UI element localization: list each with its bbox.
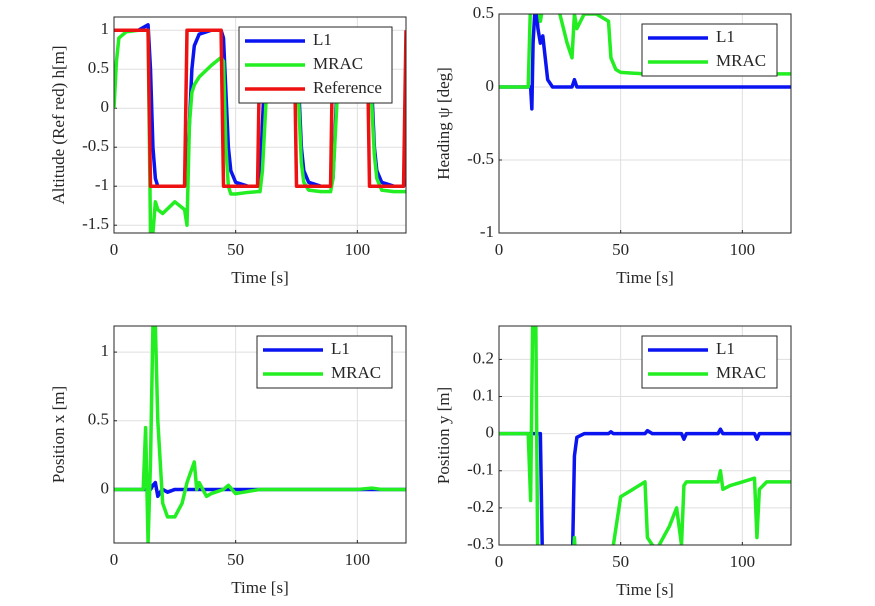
legend-label: MRAC (716, 51, 766, 70)
legend-box (641, 23, 778, 77)
y-axis-label: Position x [m] (49, 386, 68, 483)
series-line (114, 326, 406, 543)
y-tick-label: -0.5 (467, 149, 494, 168)
y-tick-label: 0.5 (88, 58, 109, 77)
y-tick-label: -1.5 (82, 214, 109, 233)
legend-label: MRAC (331, 363, 381, 382)
x-tick-label: 50 (612, 552, 629, 571)
y-tick-label: 0.1 (473, 385, 494, 404)
y-tick-label: -1 (95, 175, 109, 194)
x-tick-label: 0 (495, 240, 504, 259)
y-axis-label: Position y [m] (434, 387, 453, 484)
y-tick-label: -0.3 (467, 534, 494, 553)
legend-label: MRAC (313, 54, 363, 73)
y-axis-label: Altitude (Ref red) h[m] (49, 45, 68, 204)
axes-frame (498, 325, 792, 546)
y-tick-label: -0.2 (467, 497, 494, 516)
x-tick-label: 0 (495, 552, 504, 571)
x-tick-label: 100 (730, 240, 756, 259)
y-tick-label: -0.5 (82, 136, 109, 155)
y-tick-label: 0 (486, 423, 495, 442)
x-axis-label: Time [s] (231, 578, 288, 597)
y-tick-label: 1 (101, 19, 110, 38)
x-tick-label: 50 (612, 240, 629, 259)
y-tick-label: 0 (101, 97, 110, 116)
x-tick-label: 100 (345, 240, 371, 259)
legend-label: MRAC (716, 363, 766, 382)
axes-frame (498, 13, 792, 234)
legend-label: L1 (331, 339, 350, 358)
legend-box (641, 335, 778, 389)
y-tick-label: -0.1 (467, 460, 494, 479)
legend-label: L1 (313, 30, 332, 49)
legend-box (256, 335, 393, 389)
y-axis-label: Heading ψ [deg] (434, 67, 453, 180)
y-tick-label: 0.2 (473, 348, 494, 367)
series-line (499, 326, 791, 545)
legend-label: L1 (716, 27, 735, 46)
x-tick-label: 100 (730, 552, 756, 571)
y-tick-label: -1 (480, 222, 494, 241)
x-tick-label: 50 (227, 550, 244, 569)
legend-label: L1 (716, 339, 735, 358)
axes-frame (113, 325, 407, 544)
y-tick-label: 0.5 (473, 3, 494, 22)
x-axis-label: Time [s] (616, 580, 673, 599)
y-tick-label: 1 (101, 341, 110, 360)
y-tick-label: 0.5 (88, 410, 109, 429)
x-tick-label: 50 (227, 240, 244, 259)
series-line (499, 427, 791, 545)
x-axis-label: Time [s] (616, 268, 673, 287)
x-tick-label: 0 (110, 550, 119, 569)
x-tick-label: 0 (110, 240, 119, 259)
y-tick-label: 0 (101, 478, 110, 497)
axes-frame (113, 16, 407, 234)
legend-label: Reference (313, 78, 382, 97)
y-tick-label: 0 (486, 76, 495, 95)
x-tick-label: 100 (345, 550, 371, 569)
x-axis-label: Time [s] (231, 268, 288, 287)
